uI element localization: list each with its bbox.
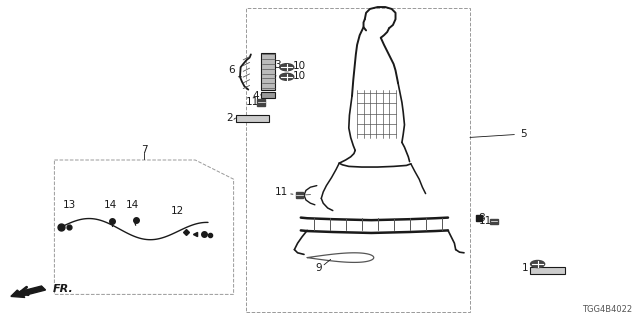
Text: 8: 8 — [478, 212, 484, 223]
Bar — [490, 219, 498, 224]
Bar — [296, 192, 303, 198]
Text: TGG4B4022: TGG4B4022 — [582, 305, 632, 314]
Text: 12: 12 — [172, 206, 184, 216]
Bar — [257, 99, 266, 106]
Bar — [261, 53, 275, 90]
Text: 4: 4 — [253, 91, 259, 101]
Text: 14: 14 — [104, 200, 116, 211]
Text: 1: 1 — [522, 263, 528, 273]
Bar — [261, 92, 275, 98]
Text: 5: 5 — [520, 129, 527, 140]
Bar — [246, 8, 470, 312]
Text: 11: 11 — [246, 97, 259, 107]
Text: 7: 7 — [141, 145, 147, 156]
Text: 11: 11 — [479, 216, 492, 227]
FancyArrow shape — [11, 286, 45, 298]
Text: 13: 13 — [63, 200, 76, 210]
Text: 9: 9 — [316, 263, 322, 273]
Text: 10: 10 — [293, 61, 306, 71]
Text: 10: 10 — [293, 71, 306, 81]
Text: FR.: FR. — [52, 284, 73, 294]
Text: 2: 2 — [226, 113, 232, 124]
Bar — [236, 115, 269, 122]
Circle shape — [531, 260, 545, 268]
Bar — [530, 267, 565, 274]
Text: 6: 6 — [228, 65, 235, 75]
Text: 11: 11 — [275, 187, 288, 197]
Circle shape — [280, 64, 294, 71]
Text: 14: 14 — [126, 200, 139, 211]
Text: 3: 3 — [275, 60, 281, 70]
Circle shape — [280, 73, 294, 80]
